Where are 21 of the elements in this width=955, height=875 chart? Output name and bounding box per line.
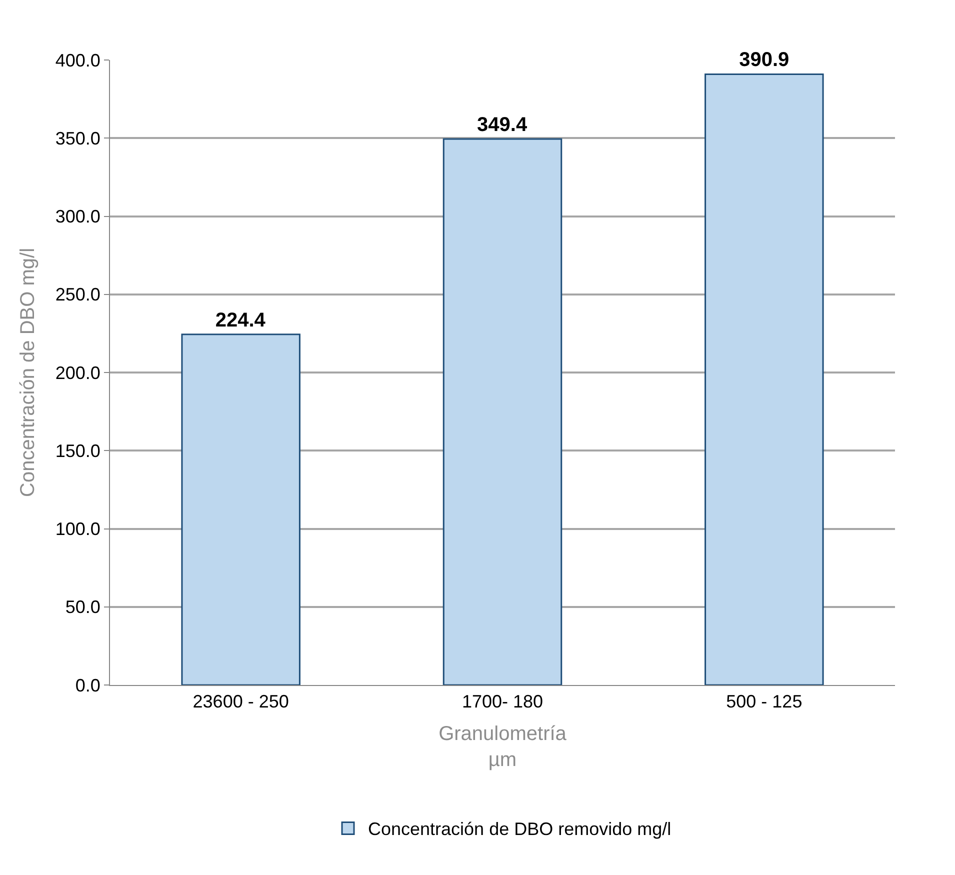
bar [704, 73, 824, 685]
bar [442, 138, 562, 685]
y-axis-title: Concentración de DBO mg/l [16, 248, 39, 498]
y-tick-label: 50.0 [65, 597, 100, 618]
data-label: 390.9 [739, 49, 790, 72]
bar [181, 334, 300, 685]
x-tick-label: 500 - 125 [726, 692, 802, 712]
x-tick-label: 1700- 180 [462, 692, 544, 712]
data-label: 349.4 [477, 114, 528, 136]
y-tick-label: 200.0 [55, 362, 100, 383]
y-tick-label: 400.0 [55, 50, 100, 70]
y-tick-label: 150.0 [55, 440, 100, 461]
y-tick-label: 350.0 [55, 128, 100, 148]
y-tick-label: 250.0 [55, 284, 100, 305]
x-tick-label: 23600 - 250 [192, 692, 289, 712]
legend-label: Concentración de DBO removido mg/l [368, 819, 672, 840]
x-axis-title: Granulometría µm [438, 723, 568, 772]
y-tick-label: 100.0 [55, 519, 100, 540]
y-tick-label: 0.0 [75, 675, 100, 696]
data-label: 224.4 [215, 309, 266, 332]
y-tick-label: 300.0 [55, 206, 100, 227]
